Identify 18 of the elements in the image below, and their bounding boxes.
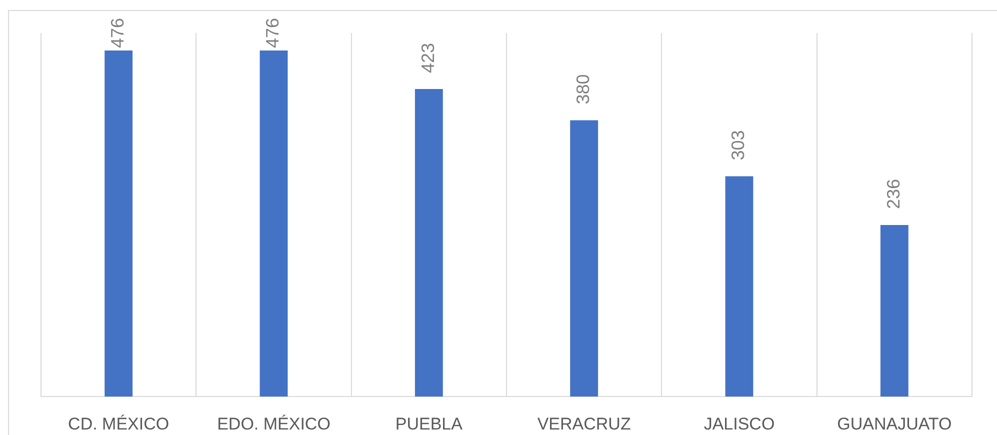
data-label: 236 — [883, 178, 904, 209]
data-label: 476 — [262, 18, 283, 48]
x-tick-label: GUANAJUATO — [837, 414, 952, 434]
bar — [414, 88, 443, 397]
data-label: 423 — [418, 42, 438, 73]
data-label: 380 — [573, 74, 594, 104]
data-label: 476 — [108, 18, 128, 48]
bar — [725, 176, 754, 397]
bar — [880, 224, 908, 397]
bar — [570, 120, 598, 397]
x-tick-label: JALISCO — [704, 414, 775, 434]
x-tick-label: CD. MÉXICO — [68, 414, 170, 434]
x-tick-label: PUEBLA — [395, 414, 464, 434]
x-tick-label: EDO. MÉXICO — [217, 414, 330, 434]
data-label: 303 — [728, 130, 748, 160]
bar — [260, 50, 288, 397]
x-tick-label: VERACRUZ — [537, 414, 631, 434]
bar — [104, 50, 133, 397]
